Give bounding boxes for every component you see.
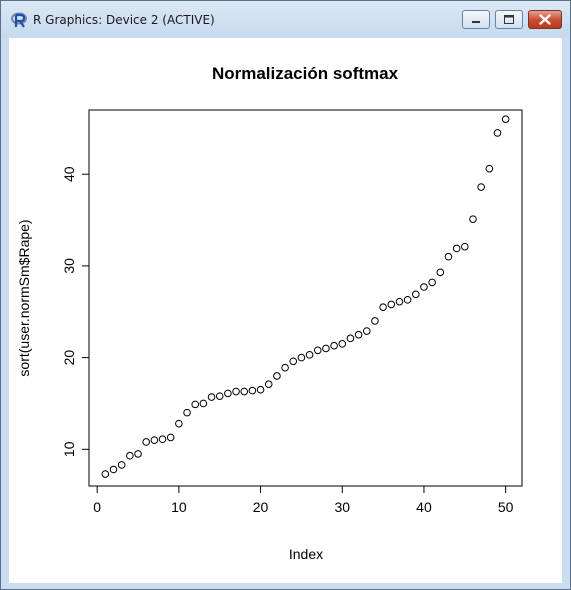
data-point [330, 341, 338, 350]
data-point [126, 451, 134, 460]
data-point [289, 357, 298, 366]
data-point [101, 470, 110, 478]
data-point [224, 389, 232, 398]
data-point [240, 387, 249, 396]
data-point [420, 283, 428, 291]
x-axis-label: Index [289, 546, 323, 562]
data-point [305, 351, 314, 359]
data-point [493, 129, 502, 137]
data-point [117, 461, 126, 469]
minimize-button[interactable] [462, 10, 490, 29]
data-point [338, 340, 347, 348]
data-point [461, 242, 469, 251]
data-point [142, 438, 150, 446]
data-point [387, 300, 396, 309]
minimize-icon [472, 21, 480, 23]
scatter-plot: Normalización softmax 0 10 20 30 40 50 10 20 30… [16, 64, 523, 562]
data-point [297, 353, 306, 362]
data-point [411, 290, 420, 299]
maximize-button[interactable] [495, 10, 523, 29]
x-tick-label: 20 [253, 499, 269, 515]
data-point [436, 268, 445, 277]
maximize-icon [504, 15, 514, 24]
x-tick-label: 50 [498, 499, 514, 515]
r-logo-icon [11, 12, 27, 28]
data-point [166, 433, 175, 442]
title-bar[interactable]: R Graphics: Device 2 (ACTIVE) [1, 1, 570, 38]
data-point [273, 372, 281, 380]
data-point [428, 278, 436, 287]
data-point [379, 303, 387, 311]
data-point [207, 393, 216, 401]
data-point [371, 317, 379, 325]
data-point [346, 334, 355, 343]
x-tick-label: 30 [334, 499, 350, 515]
graphics-canvas: Normalización softmax 0 10 20 30 40 50 10 20 30… [9, 38, 562, 583]
plot-frame [88, 109, 523, 487]
data-point [485, 164, 494, 173]
data-point [175, 419, 183, 428]
data-point [501, 115, 510, 123]
close-button[interactable] [528, 10, 562, 29]
data-point [395, 297, 404, 306]
data-point [158, 435, 167, 444]
close-icon [539, 14, 551, 25]
data-point [134, 450, 142, 458]
data-point [199, 399, 208, 408]
data-point [215, 392, 224, 400]
data-point [322, 344, 330, 353]
y-axis: 10 20 30 40 [61, 166, 90, 457]
x-tick-label: 40 [416, 499, 432, 515]
data-point [281, 363, 289, 372]
data-point [469, 215, 477, 223]
y-tick-label: 10 [61, 441, 77, 457]
y-tick-label: 40 [61, 166, 77, 182]
chart-title: Normalización softmax [212, 64, 399, 83]
data-point [313, 346, 322, 355]
data-point [183, 408, 191, 417]
window-title: R Graphics: Device 2 (ACTIVE) [33, 13, 215, 27]
data-point [264, 380, 273, 389]
data-point [452, 244, 461, 253]
x-tick-label: 0 [93, 499, 101, 515]
data-point [362, 327, 371, 335]
data-points [101, 115, 510, 478]
window-bottom-border [9, 583, 562, 589]
data-point [191, 400, 200, 409]
data-point [150, 436, 159, 444]
data-point [256, 385, 265, 394]
data-point [354, 330, 363, 339]
data-point [403, 296, 412, 304]
x-tick-label: 10 [171, 499, 187, 515]
y-axis-label: sort(user.normSm$Rape) [16, 219, 32, 376]
data-point [477, 183, 485, 191]
x-axis: 0 10 20 30 40 50 [93, 485, 514, 515]
data-point [109, 465, 118, 474]
y-tick-label: 30 [61, 258, 77, 274]
y-tick-label: 20 [61, 350, 77, 366]
data-point [444, 252, 453, 261]
data-point [232, 387, 240, 396]
data-point [248, 386, 257, 395]
